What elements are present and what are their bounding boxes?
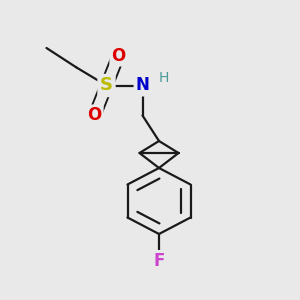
Text: S: S: [100, 76, 113, 94]
Text: H: H: [158, 71, 169, 85]
Text: O: O: [87, 106, 102, 124]
Text: O: O: [111, 46, 126, 64]
Text: N: N: [136, 76, 149, 94]
Text: F: F: [153, 252, 165, 270]
